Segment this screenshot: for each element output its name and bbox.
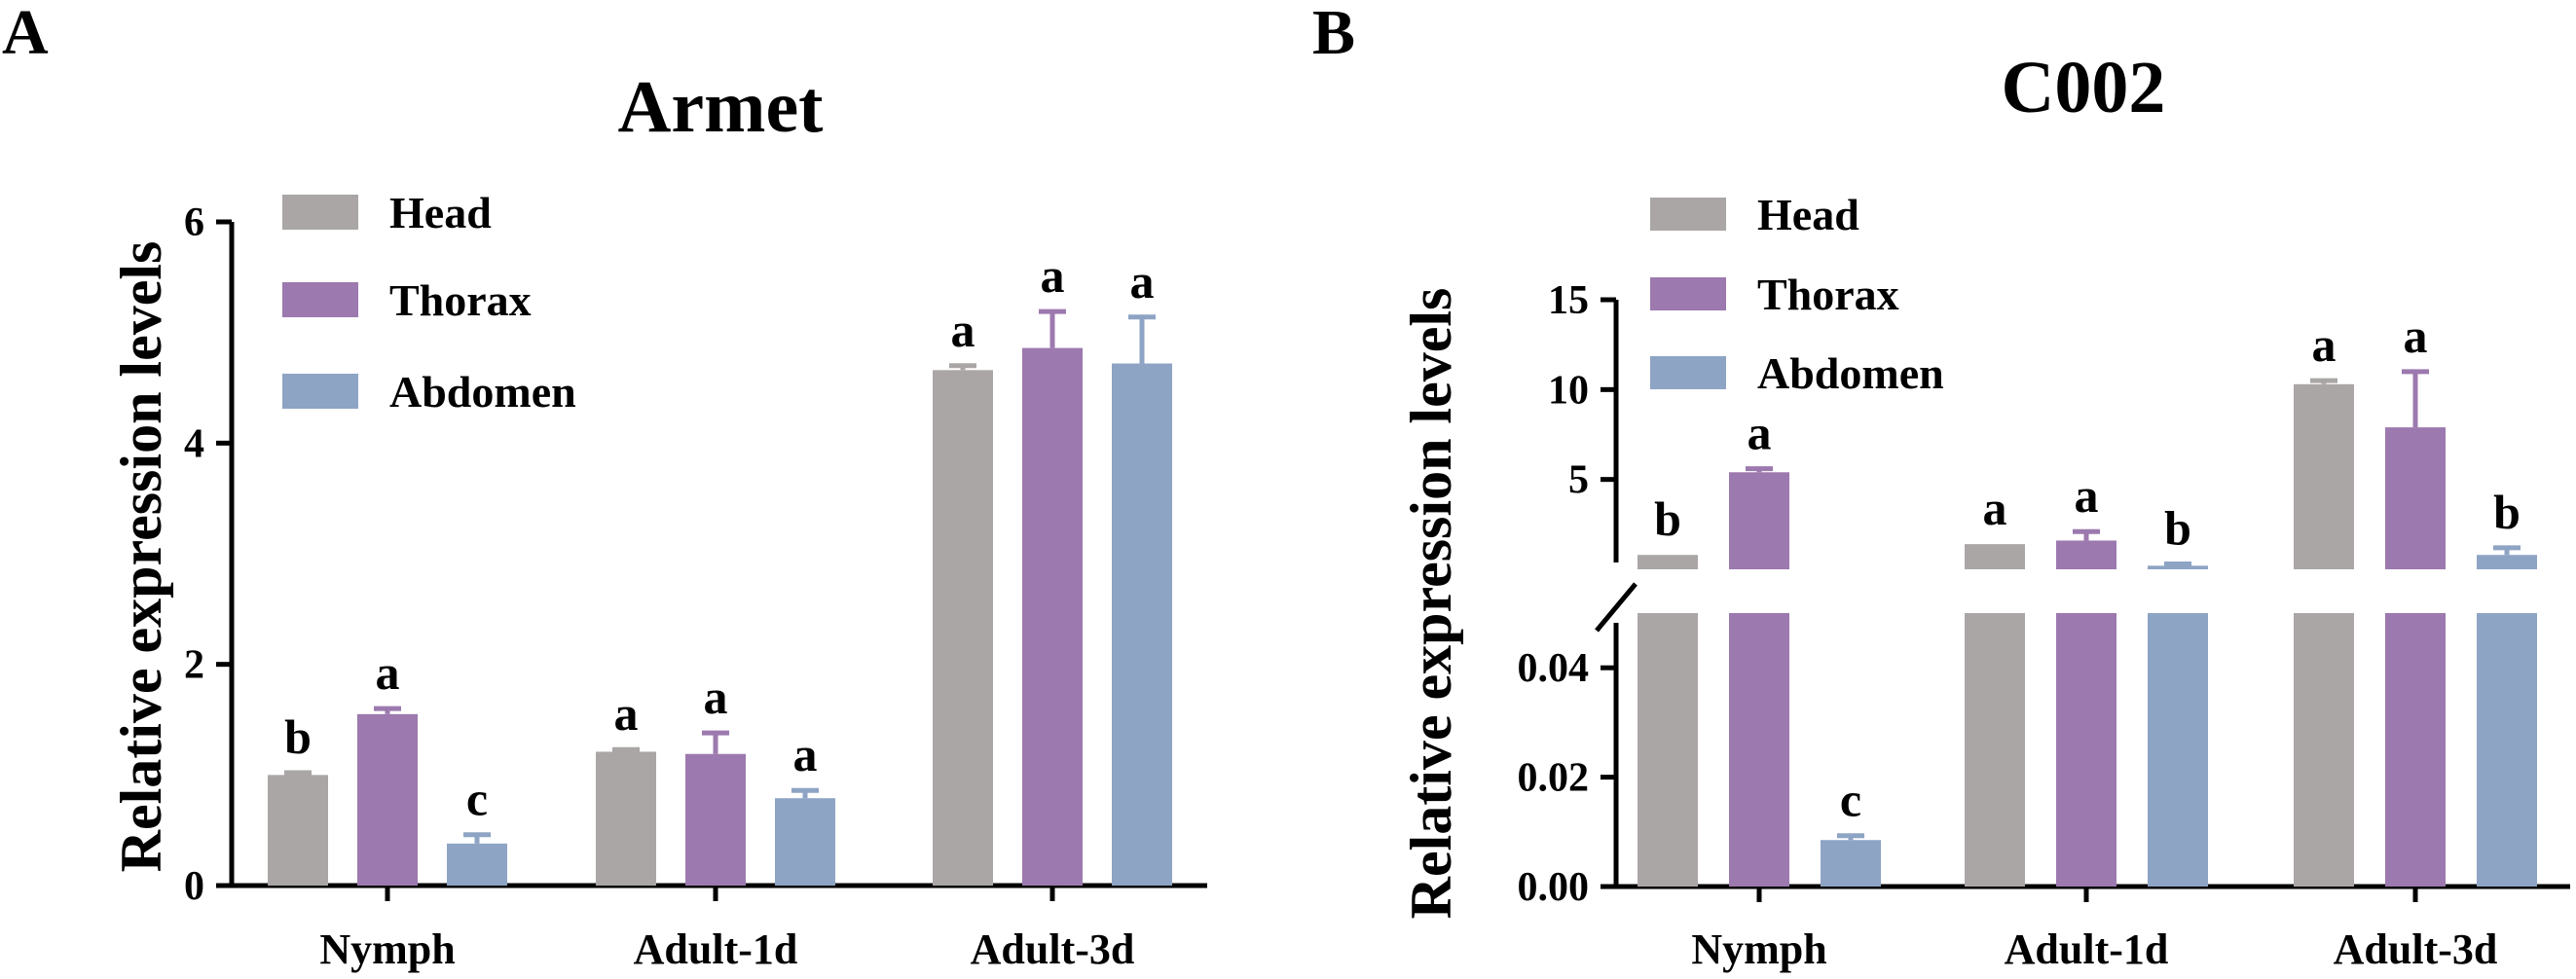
legend-b-label-abdomen: Abdomen [1757, 348, 1944, 398]
chart-b-significance-letter: b [1654, 491, 1681, 546]
chart-b-ytick-label-upper: 5 [1568, 458, 1589, 503]
chart-b-title: C002 [2002, 47, 2166, 128]
chart-a-bar [1112, 363, 1172, 886]
chart-a-bar [685, 753, 746, 886]
chart-b-bar-upper [2056, 540, 2116, 569]
chart-b-significance-letter: b [2493, 485, 2521, 539]
chart-b-bar-upper [2294, 383, 2354, 569]
chart-b-ytick-label-lower: 0.02 [1518, 756, 1590, 801]
chart-b-legend: Head Thorax Abdomen [1650, 190, 1944, 398]
chart-a-legend: Head Thorax Abdomen [282, 188, 576, 417]
chart-a-bar [357, 713, 418, 886]
chart-b-significance-letter: a [1983, 481, 2007, 535]
legend-b-swatch-head [1650, 198, 1726, 231]
chart-a-significance-letter: b [284, 709, 312, 764]
legend-a-swatch-thorax [282, 282, 358, 317]
legend-a-label-head: Head [389, 188, 492, 237]
chart-b-plot-area: 5 10 15 0.00 0.02 0.04 Nymph Adult-1d Adult-3d b a… [1518, 278, 2570, 973]
chart-b-ytick-label-upper: 10 [1548, 368, 1589, 413]
chart-a-ylabel: Relative expression levels [109, 241, 173, 873]
chart-b-category-label: Nymph [1691, 925, 1826, 973]
chart-b-ytick-label-upper: 15 [1548, 278, 1589, 323]
chart-a-significance-letter: a [614, 686, 639, 741]
chart-a-ytick-label: 2 [184, 643, 204, 688]
chart-b-axis-break-mark [1595, 582, 1638, 633]
chart-a-bar [1022, 347, 1083, 887]
chart-a-ytick-label: 0 [184, 864, 204, 909]
chart-b-significance-letter: a [2404, 308, 2428, 363]
chart-b-category-label: Adult-3d [2334, 925, 2498, 973]
legend-a-label-abdomen: Abdomen [389, 367, 576, 417]
chart-a-bar [775, 798, 835, 886]
chart-a-bar [596, 751, 656, 886]
chart-b-bar-upper [1638, 555, 1698, 569]
chart-b-category-label: Adult-1d [2005, 925, 2169, 973]
chart-a-significance-letter: a [1130, 254, 1155, 308]
chart-b-bar-upper [2385, 427, 2446, 569]
chart-a-category-label: Adult-1d [634, 925, 798, 973]
chart-b-bar-lower [1638, 613, 1698, 887]
chart-b-bar-lower [1821, 840, 1881, 887]
legend-b-swatch-thorax [1650, 277, 1726, 310]
chart-a-bar [268, 775, 328, 886]
chart-b-bar-upper [2477, 555, 2537, 569]
chart-a-significance-letter: a [951, 303, 975, 357]
chart-a-bar [933, 370, 993, 886]
chart-b-ytick-label-lower: 0.04 [1518, 646, 1590, 691]
chart-b-bar-upper [1729, 472, 1789, 569]
chart-b-bar-lower [1965, 613, 2025, 887]
legend-b-label-thorax: Thorax [1757, 270, 1899, 319]
chart-b-bar-lower [2056, 613, 2116, 887]
chart-a-significance-letter: a [793, 727, 818, 781]
chart-a-bar [447, 843, 507, 886]
chart-a-category-label: Nymph [319, 925, 455, 973]
chart-b-bar-lower [2477, 613, 2537, 887]
chart-a-significance-letter: a [376, 645, 400, 700]
chart-a-significance-letter: c [466, 772, 488, 826]
chart-b-significance-letter: a [1748, 406, 1772, 460]
chart-b-bar-lower [2385, 613, 2446, 887]
chart-b-significance-letter: a [2312, 317, 2337, 372]
legend-b-swatch-abdomen [1650, 356, 1726, 389]
chart-a-category-label: Adult-3d [971, 925, 1135, 973]
chart-b-bar-upper [1965, 544, 2025, 569]
chart-b-ytick-label-lower: 0.00 [1518, 865, 1590, 910]
legend-a-label-thorax: Thorax [389, 275, 532, 325]
legend-a-swatch-head [282, 195, 358, 230]
chart-b-significance-letter: c [1840, 773, 1861, 827]
chart-b-bar-lower [2294, 613, 2354, 887]
chart-a-significance-letter: a [1041, 248, 1065, 303]
legend-a-swatch-abdomen [282, 374, 358, 409]
chart-b-bar-lower [1729, 613, 1789, 887]
legend-b-label-head: Head [1757, 190, 1859, 239]
chart-b-significance-letter: a [2075, 468, 2099, 523]
panel-label-b: B [1312, 0, 1355, 68]
chart-b-bar-upper [2148, 565, 2208, 569]
chart-b-significance-letter: b [2164, 500, 2191, 555]
panel-label-a: A [2, 0, 49, 68]
chart-a-significance-letter: a [704, 670, 728, 724]
chart-b-ylabel: Relative expression levels [1399, 288, 1463, 920]
chart-a-plot-area: 0 2 4 6 Nymph Adult-1d Adult-3d b a a a a a c a a [184, 200, 1207, 973]
chart-a-title: Armet [618, 66, 824, 148]
chart-a-ytick-label: 4 [184, 421, 204, 466]
chart-a-ytick-label: 6 [184, 200, 204, 245]
chart-b-bar-lower [2148, 613, 2208, 887]
